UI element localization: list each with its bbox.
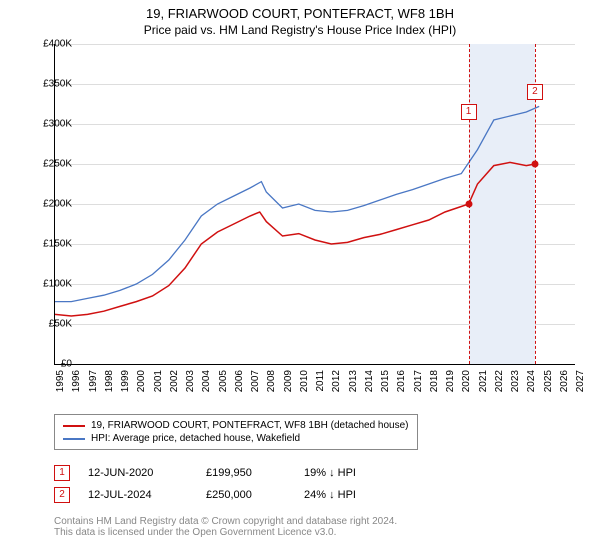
x-axis-tick: 2015 xyxy=(380,370,391,392)
x-axis-tick: 2007 xyxy=(250,370,261,392)
sale-marker-icon: 1 xyxy=(54,465,70,481)
x-axis-tick: 2026 xyxy=(559,370,570,392)
sale-date: 12-JUN-2020 xyxy=(88,467,188,479)
x-axis-tick: 2027 xyxy=(575,370,586,392)
chart-lines xyxy=(55,44,575,364)
x-axis-tick: 2023 xyxy=(510,370,521,392)
sale-marker-box: 1 xyxy=(461,104,477,120)
x-axis-tick: 2012 xyxy=(331,370,342,392)
sale-point xyxy=(465,201,472,208)
x-axis-tick: 1996 xyxy=(71,370,82,392)
x-axis-tick: 1999 xyxy=(120,370,131,392)
x-axis-tick: 2005 xyxy=(218,370,229,392)
chart-plot-area: 1995199619971998199920002001200220032004… xyxy=(54,44,575,365)
series-property xyxy=(55,162,535,316)
x-axis-tick: 2008 xyxy=(266,370,277,392)
chart-legend: 19, FRIARWOOD COURT, PONTEFRACT, WF8 1BH… xyxy=(54,414,418,450)
sale-price: £199,950 xyxy=(206,467,286,479)
x-axis-tick: 2019 xyxy=(445,370,456,392)
x-axis-tick: 2016 xyxy=(396,370,407,392)
x-axis-tick: 2003 xyxy=(185,370,196,392)
legend-swatch-hpi xyxy=(63,438,85,440)
legend-label: 19, FRIARWOOD COURT, PONTEFRACT, WF8 1BH… xyxy=(91,420,409,431)
x-axis-tick: 2021 xyxy=(478,370,489,392)
sale-point xyxy=(531,161,538,168)
sales-table: 1 12-JUN-2020 £199,950 19% ↓ HPI 2 12-JU… xyxy=(54,462,394,506)
legend-row: HPI: Average price, detached house, Wake… xyxy=(63,432,409,445)
x-axis-tick: 1997 xyxy=(88,370,99,392)
x-axis-tick: 2018 xyxy=(429,370,440,392)
x-axis-tick: 1995 xyxy=(55,370,66,392)
x-axis-tick: 2004 xyxy=(201,370,212,392)
x-axis-tick: 2001 xyxy=(153,370,164,392)
sales-row: 1 12-JUN-2020 £199,950 19% ↓ HPI xyxy=(54,462,394,484)
footer-line: This data is licensed under the Open Gov… xyxy=(54,527,397,538)
sale-price: £250,000 xyxy=(206,489,286,501)
legend-row: 19, FRIARWOOD COURT, PONTEFRACT, WF8 1BH… xyxy=(63,419,409,432)
x-axis-tick: 1998 xyxy=(104,370,115,392)
x-axis-tick: 2000 xyxy=(136,370,147,392)
footer-attribution: Contains HM Land Registry data © Crown c… xyxy=(54,516,397,538)
x-axis-tick: 2014 xyxy=(364,370,375,392)
x-axis-tick: 2022 xyxy=(494,370,505,392)
sale-date: 12-JUL-2024 xyxy=(88,489,188,501)
x-axis-tick: 2025 xyxy=(543,370,554,392)
sales-row: 2 12-JUL-2024 £250,000 24% ↓ HPI xyxy=(54,484,394,506)
legend-label: HPI: Average price, detached house, Wake… xyxy=(91,433,300,444)
x-axis-tick: 2020 xyxy=(461,370,472,392)
footer-line: Contains HM Land Registry data © Crown c… xyxy=(54,516,397,527)
x-axis-tick: 2009 xyxy=(283,370,294,392)
chart-subtitle: Price paid vs. HM Land Registry's House … xyxy=(0,21,600,41)
sale-delta: 19% ↓ HPI xyxy=(304,467,394,479)
legend-swatch-property xyxy=(63,425,85,427)
sale-marker-icon: 2 xyxy=(54,487,70,503)
x-axis-tick: 2013 xyxy=(348,370,359,392)
x-axis-tick: 2010 xyxy=(299,370,310,392)
chart-title: 19, FRIARWOOD COURT, PONTEFRACT, WF8 1BH xyxy=(0,0,600,21)
sale-marker-box: 2 xyxy=(527,84,543,100)
x-axis-tick: 2024 xyxy=(526,370,537,392)
x-axis-tick: 2017 xyxy=(413,370,424,392)
sale-delta: 24% ↓ HPI xyxy=(304,489,394,501)
x-axis-tick: 2011 xyxy=(315,370,326,392)
x-axis-tick: 2006 xyxy=(234,370,245,392)
chart-container: { "title": "19, FRIARWOOD COURT, PONTEFR… xyxy=(0,0,600,560)
x-axis-tick: 2002 xyxy=(169,370,180,392)
